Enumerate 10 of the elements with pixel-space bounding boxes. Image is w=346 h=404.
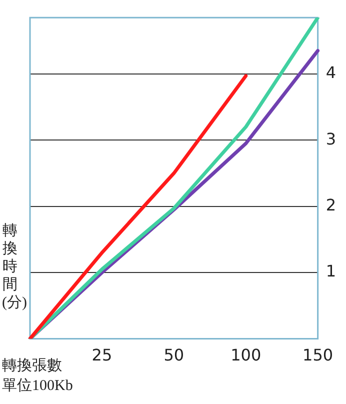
y-tick-label: 2 xyxy=(326,196,336,215)
x-tick-label: 50 xyxy=(164,346,184,365)
y-tick-label: 1 xyxy=(326,262,336,281)
x-tick-label: 25 xyxy=(92,346,112,365)
x-tick-label: 100 xyxy=(230,346,262,365)
y-tick-label: 3 xyxy=(326,129,336,148)
y-tick-label: 4 xyxy=(326,63,336,82)
x-tick-label: 150 xyxy=(302,346,334,365)
y-axis-title: 轉換時間(分) xyxy=(2,222,27,312)
x-axis-title: 轉換張數單位100Kb xyxy=(2,357,74,396)
